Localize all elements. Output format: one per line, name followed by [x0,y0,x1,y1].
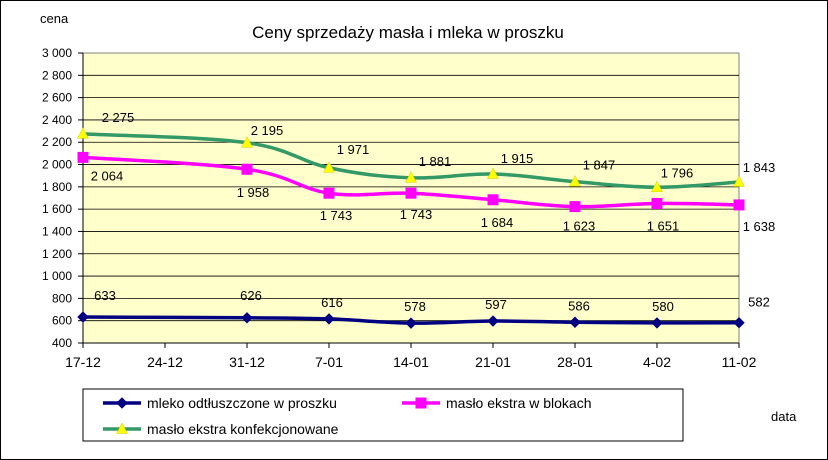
y-tick-label: 2 200 [42,135,72,149]
data-label-s2-7: 1 651 [647,218,680,233]
x-tick-label: 28-01 [557,354,593,370]
y-tick-label: 2 000 [42,158,72,172]
y-tick-label: 2 600 [42,91,72,105]
data-label-s3-4: 1 881 [419,154,452,169]
data-label-s3-8: 1 843 [743,160,776,175]
y-tick-label: 1 600 [42,202,72,216]
legend-marker-3 [116,422,128,434]
marker-s3-5 [487,167,499,179]
marker-s3-7 [651,180,663,193]
y-tick-label: 1 400 [42,224,72,238]
marker-s1-5 [487,315,499,327]
marker-s2-1 [77,151,89,163]
legend-label-1: mleko odtłuszczone w proszku [147,395,337,411]
data-label-s3-6: 1 847 [583,158,616,173]
data-label-s1-4: 578 [404,299,426,314]
data-label-s1-5: 597 [485,297,507,312]
data-label-s3-1: 2 275 [102,110,135,125]
y-tick-label: 400 [52,336,72,350]
data-label-s3-3: 1 971 [337,142,370,157]
marker-s1-7 [651,317,663,329]
legend-marker-2 [415,397,427,409]
data-label-s3-7: 1 796 [661,165,694,180]
data-label-s1-6: 586 [568,298,590,313]
data-label-s3-5: 1 915 [501,151,534,166]
y-tick-label: 600 [52,314,72,328]
x-tick-labels: 17-12 24-12 31-12 7-01 14-01 21-01 28-01 4-02 11… [65,354,756,370]
y-tick-label: 800 [52,291,72,305]
marker-s1-1 [77,311,89,323]
marker-s1-8 [733,316,745,329]
marker-s3-3 [323,161,335,173]
marker-s2-3 [323,187,335,199]
legend: mleko odtłuszczone w proszku masło ekstra… [82,388,684,442]
legend-label-3: masło ekstra konfekcjonowane [147,421,339,437]
marker-s3-6 [569,175,581,187]
data-label-s2-3: 1 743 [320,208,353,223]
y-tick-label: 1 000 [42,269,72,283]
data-label-s2-1: 2 064 [91,168,124,183]
data-label-s1-8: 582 [748,295,770,310]
marker-s3-1 [77,127,89,139]
legend-marker-1 [116,397,128,409]
marker-s1-4 [405,317,417,329]
data-label-s1-1: 633 [94,288,116,303]
y-tick-label: 2 400 [42,113,72,127]
marker-s2-6 [569,201,581,213]
gridlines [83,74,739,322]
y-tick-label: 3 000 [42,46,72,60]
x-tick-label: 11-02 [722,354,757,370]
marker-s3-2 [241,136,253,148]
marker-s2-5 [487,194,499,206]
x-axis-label: data [771,409,797,424]
marker-s2-4 [405,187,417,199]
x-tick-label: 4-02 [643,354,671,370]
y-tick-labels: 400 600 800 1 000 1 200 1 400 1 600 1 800 2 000 2… [42,46,72,350]
axes [78,52,740,348]
data-label-s3-2: 2 195 [251,123,284,138]
y-tick-label: 2 800 [42,68,72,82]
data-label-s1-7: 580 [652,299,674,314]
data-label-s1-2: 626 [240,288,262,303]
x-tick-label: 14-01 [393,354,429,370]
data-label-s2-2: 1 958 [237,185,270,200]
marker-s3-8 [733,175,745,187]
legend-box [82,388,684,442]
data-label-s2-6: 1 623 [563,219,596,234]
marker-s1-3 [323,313,335,325]
legend-label-2: masło ekstra w blokach [446,395,592,411]
data-labels: 633 626 616 578 597 586 580 582 2 064 1 958 1 743 1… [91,110,776,314]
marker-s1-2 [241,312,253,324]
y-tick-label: 1 200 [42,247,72,261]
x-tick-label: 17-12 [65,354,101,370]
y-tick-label: 1 800 [42,180,72,194]
marker-s2-7 [651,197,663,209]
data-label-s1-3: 616 [321,295,343,310]
x-tick-label: 24-12 [147,354,183,370]
marker-s2-8 [733,199,745,211]
x-tick-label: 31-12 [229,354,265,370]
chart-title: Ceny sprzedaży masła i mleka w proszku [252,23,564,42]
marker-s3-4 [405,171,417,183]
data-label-s2-8: 1 638 [743,219,776,234]
y-axis-label: cena [40,11,69,26]
data-label-s2-4: 1 743 [400,207,433,222]
marker-s2-2 [241,163,253,175]
series-markers [77,127,745,329]
x-tick-label: 7-01 [315,354,343,370]
data-label-s2-5: 1 684 [481,215,514,230]
marker-s1-6 [569,316,581,328]
x-tick-label: 21-01 [475,354,511,370]
